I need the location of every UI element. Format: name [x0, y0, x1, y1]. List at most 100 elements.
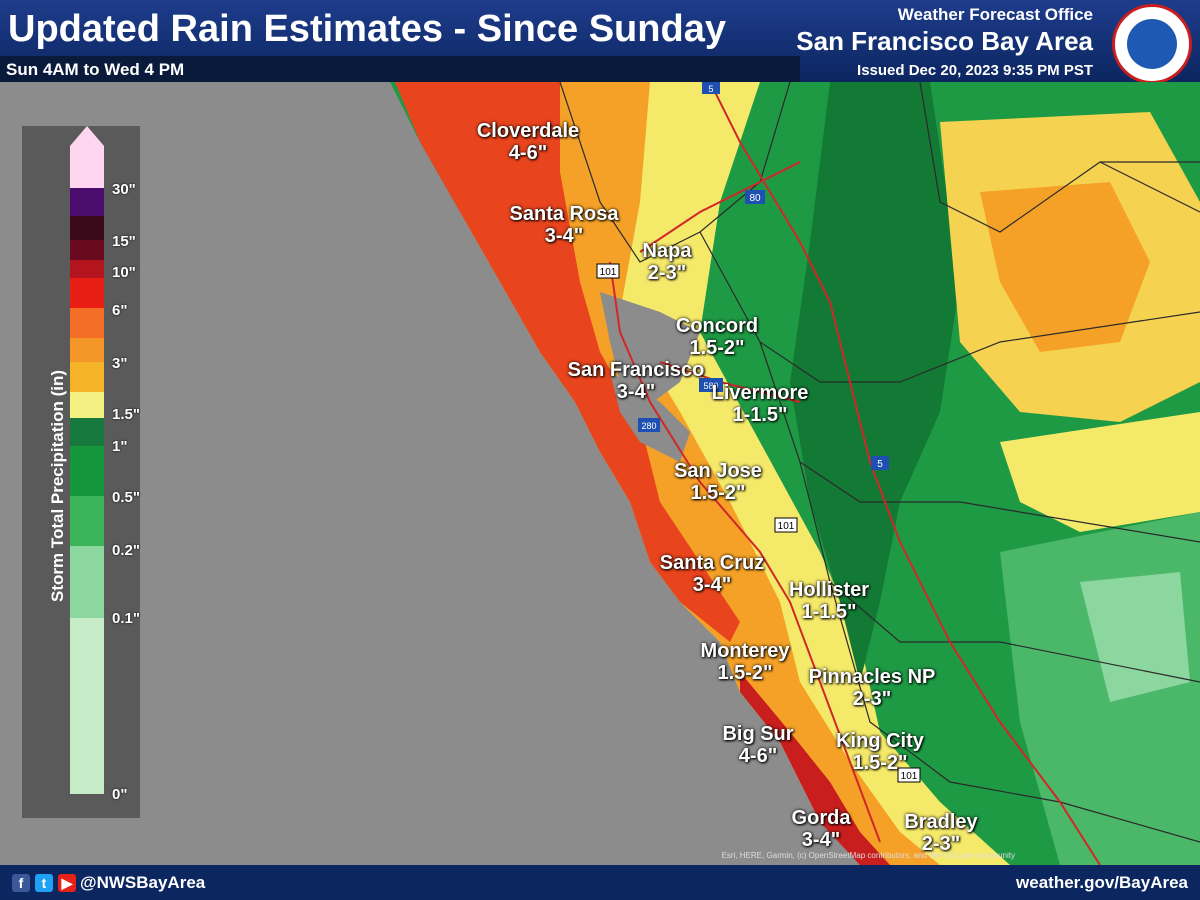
legend-tick: 10" — [112, 264, 136, 281]
header: Updated Rain Estimates - Since Sunday Su… — [0, 0, 1200, 84]
legend-swatch — [70, 188, 104, 216]
footer: f t ▶ @NWSBayArea weather.gov/BayArea — [0, 865, 1200, 900]
map-title: Updated Rain Estimates - Since Sunday — [8, 8, 726, 50]
legend-swatch — [70, 546, 104, 618]
rain-amount: 4-6" — [508, 142, 548, 164]
legend-swatch — [70, 496, 104, 546]
legend: Storm Total Precipitation (in) 30" 15" 1… — [22, 126, 140, 818]
legend-tick: 1" — [112, 438, 128, 455]
highway-shield — [774, 517, 798, 533]
legend-tick: 15" — [112, 233, 136, 250]
legend-tick: 1.5" — [112, 406, 140, 423]
legend-swatch — [70, 418, 104, 446]
highway-shield-label: 101 — [901, 771, 918, 782]
place-name: Bradley — [904, 811, 978, 833]
highway-shield — [897, 767, 921, 783]
youtube-icon[interactable]: ▶ — [58, 874, 76, 892]
legend-swatch — [70, 362, 104, 392]
legend-swatch — [70, 618, 104, 794]
place-name: Concord — [675, 315, 759, 337]
place-label-livermore: Livermore 1-1.5" — [712, 382, 809, 426]
time-range: Sun 4AM to Wed 4 PM — [6, 60, 185, 79]
land — [390, 82, 1200, 865]
rain-amount: 2-3" — [852, 688, 892, 710]
legend-tick: 0.5" — [112, 489, 140, 506]
rain-amount: 1.5-2" — [717, 662, 773, 684]
legend-swatch — [70, 278, 104, 308]
office-name: Weather Forecast Office — [897, 5, 1093, 24]
place-name: Monterey — [700, 640, 790, 662]
rain-amount: 1-1.5" — [732, 404, 788, 426]
issued-time: Issued Dec 20, 2023 9:35 PM PST — [857, 62, 1093, 79]
place-name: San Jose — [674, 460, 762, 482]
place-name: Santa Rosa — [509, 203, 619, 225]
rain-amount: 1.5-2" — [690, 482, 746, 504]
highway-shield — [596, 263, 620, 279]
facebook-icon[interactable]: f — [12, 874, 30, 892]
place-label-bradley: Bradley 2-3" — [904, 811, 977, 855]
nws-logo-icon — [1112, 4, 1192, 84]
place-label-pinnacles-np: Pinnacles NP 2-3" — [809, 666, 936, 710]
highway-shield — [871, 456, 889, 470]
rain-amount: 3-4" — [801, 829, 841, 851]
website-link[interactable]: weather.gov/BayArea — [1016, 873, 1188, 892]
place-label-king-city: King City 1.5-2" — [836, 730, 924, 774]
place-name: Livermore — [711, 382, 809, 404]
highway-shield-label: 5 — [877, 459, 883, 470]
place-name: Big Sur — [722, 723, 794, 745]
highway-shield — [702, 82, 720, 94]
legend-tick: 0.1" — [112, 610, 140, 627]
place-name: Cloverdale — [476, 120, 580, 142]
rain-amount: 1.5-2" — [852, 752, 908, 774]
rain-amount: 3-4" — [692, 574, 732, 596]
legend-arrow-icon — [70, 126, 104, 188]
place-name: Gorda — [791, 807, 851, 829]
highway-shield-label: 5 — [708, 84, 713, 94]
place-label-santa-cruz: Santa Cruz 3-4" — [660, 552, 764, 596]
highway-shield-label: 280 — [641, 421, 656, 431]
place-name: Hollister — [788, 579, 870, 601]
highway-shield — [745, 190, 765, 204]
legend-swatch — [70, 308, 104, 338]
place-name: Pinnacles NP — [808, 666, 936, 688]
place-label-monterey: Monterey 1.5-2" — [701, 640, 790, 684]
legend-swatch — [70, 240, 104, 260]
place-label-gorda: Gorda 3-4" — [792, 807, 851, 851]
social-handle[interactable]: @NWSBayArea — [80, 873, 206, 892]
county-lines — [559, 82, 1200, 843]
highway-shield-label: 580 — [703, 381, 718, 391]
place-label-san-jose: San Jose 1.5-2" — [674, 460, 762, 504]
place-name: Santa Cruz — [659, 552, 765, 574]
place-label-san-francisco: San Francisco 3-4" — [568, 359, 705, 403]
area-name: San Francisco Bay Area — [796, 26, 1093, 56]
place-label-big-sur: Big Sur 4-6" — [722, 723, 793, 767]
twitter-icon[interactable]: t — [35, 874, 53, 892]
place-label-concord: Concord 1.5-2" — [676, 315, 758, 359]
legend-tick: 30" — [112, 181, 136, 198]
place-name: Napa — [642, 240, 692, 262]
place-name: San Francisco — [567, 359, 705, 381]
legend-tick: 6" — [112, 302, 128, 319]
highway-shield — [699, 378, 723, 392]
rain-amount: 3-4" — [544, 225, 584, 247]
legend-swatch — [70, 216, 104, 240]
rain-amount: 1.5-2" — [689, 337, 745, 359]
rain-amount: 3-4" — [616, 381, 656, 403]
legend-swatch — [70, 338, 104, 362]
place-label-cloverdale: Cloverdale 4-6" — [477, 120, 579, 164]
rain-amount: 2-3" — [921, 833, 961, 855]
highway-shield-label: 80 — [749, 193, 761, 204]
place-label-napa: Napa 2-3" — [643, 240, 692, 284]
legend-swatch — [70, 260, 104, 278]
legend-tick: 3" — [112, 355, 128, 372]
highway-shields: 5 80 101 580 280 5 101 101 — [596, 82, 921, 783]
legend-tick: 0.2" — [112, 542, 140, 559]
legend-tick: 0" — [112, 786, 128, 803]
highway-shield-label: 101 — [600, 267, 617, 278]
highway-shield — [638, 418, 660, 432]
place-name: King City — [836, 730, 924, 752]
rain-amount: 4-6" — [738, 745, 778, 767]
place-label-hollister: Hollister 1-1.5" — [789, 579, 869, 623]
legend-title: Storm Total Precipitation (in) — [48, 369, 67, 603]
rain-amount: 2-3" — [647, 262, 687, 284]
